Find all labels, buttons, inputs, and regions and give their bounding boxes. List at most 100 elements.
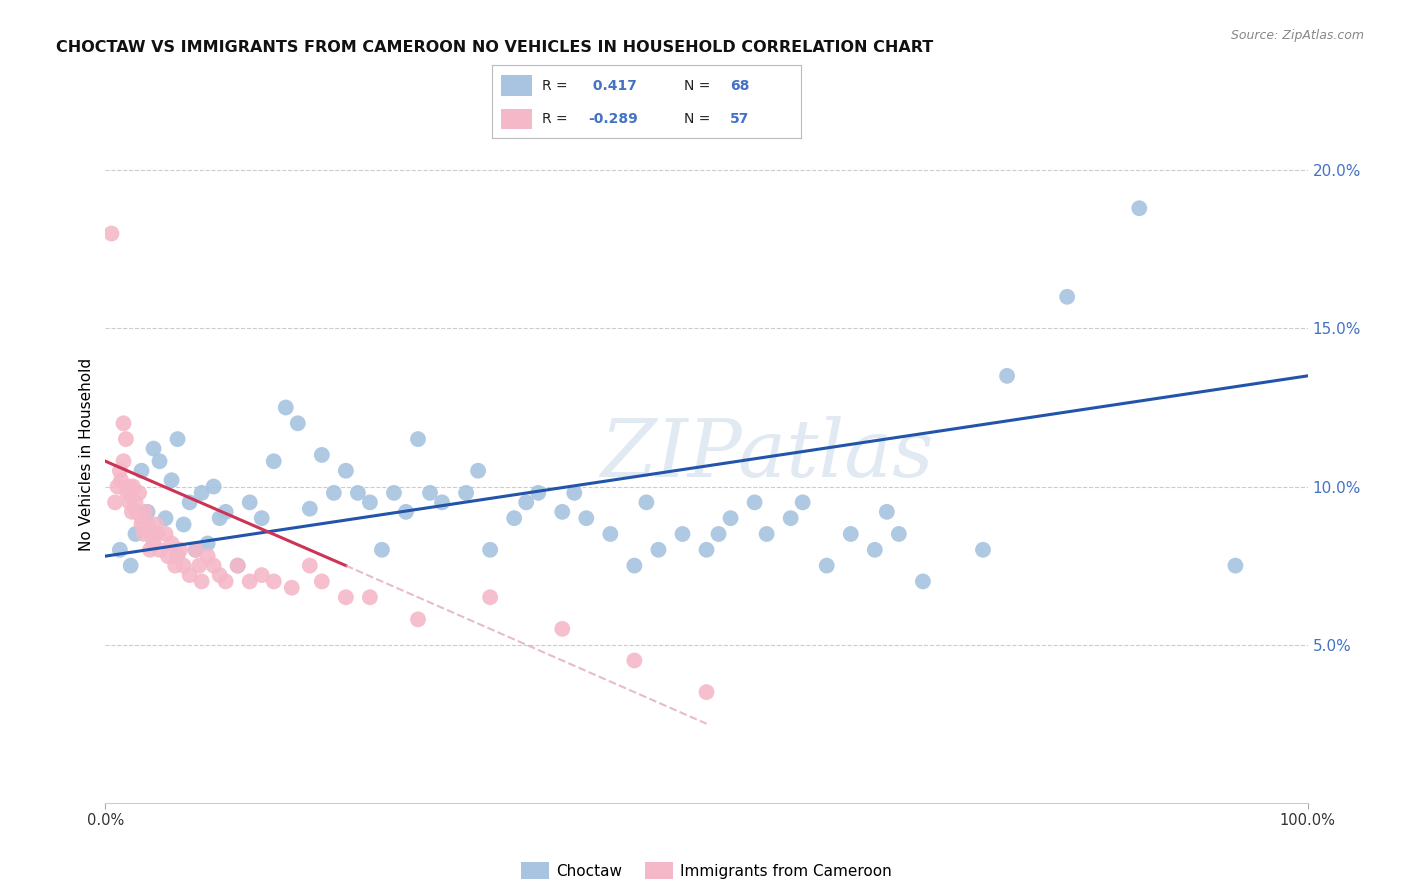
Point	[190, 486, 212, 500]
Point	[696, 542, 718, 557]
Point	[347, 486, 370, 500]
Bar	[502, 75, 533, 95]
Point	[121, 505, 143, 519]
Text: ZIPatlas: ZIPatlas	[600, 417, 934, 493]
Point	[208, 568, 231, 582]
Point	[298, 501, 321, 516]
Text: R =: R =	[541, 112, 567, 127]
Point	[250, 568, 273, 582]
Point	[184, 542, 207, 557]
Point	[146, 527, 169, 541]
Legend: Choctaw, Immigrants from Cameroon: Choctaw, Immigrants from Cameroon	[515, 855, 898, 886]
Point	[108, 542, 131, 557]
Point	[815, 558, 838, 573]
Point	[169, 542, 191, 557]
Point	[281, 581, 304, 595]
Point	[107, 479, 129, 493]
Point	[214, 574, 236, 589]
Point	[115, 432, 138, 446]
Point	[125, 505, 148, 519]
Point	[112, 417, 135, 431]
Point	[142, 536, 165, 550]
Point	[166, 549, 188, 563]
Text: N =: N =	[683, 112, 710, 127]
Point	[131, 464, 153, 478]
Point	[226, 558, 249, 573]
Point	[173, 517, 195, 532]
Point	[179, 495, 201, 509]
Point	[359, 495, 381, 509]
Point	[359, 591, 381, 605]
Point	[148, 454, 170, 468]
Point	[551, 622, 574, 636]
Point	[165, 558, 187, 573]
Text: 68: 68	[730, 78, 749, 93]
Point	[335, 591, 357, 605]
Point	[311, 574, 333, 589]
Point	[527, 486, 550, 500]
Text: CHOCTAW VS IMMIGRANTS FROM CAMEROON NO VEHICLES IN HOUSEHOLD CORRELATION CHART: CHOCTAW VS IMMIGRANTS FROM CAMEROON NO V…	[56, 40, 934, 55]
Point	[202, 558, 225, 573]
Point	[134, 505, 156, 519]
Point	[108, 464, 131, 478]
Point	[779, 511, 801, 525]
Text: N =: N =	[683, 78, 710, 93]
Point	[503, 511, 526, 525]
Point	[124, 527, 146, 541]
Point	[148, 542, 170, 557]
Point	[112, 454, 135, 468]
Point	[755, 527, 778, 541]
Point	[131, 511, 153, 525]
Point	[1128, 201, 1150, 215]
Point	[239, 495, 262, 509]
Point	[623, 653, 645, 667]
Point	[128, 486, 150, 500]
Text: R =: R =	[541, 78, 567, 93]
Point	[202, 479, 225, 493]
Text: 0.417: 0.417	[588, 78, 637, 93]
Point	[311, 448, 333, 462]
Point	[263, 454, 285, 468]
Point	[467, 464, 489, 478]
Point	[863, 542, 886, 557]
Point	[190, 574, 212, 589]
Bar	[502, 109, 533, 129]
Point	[430, 495, 453, 509]
Point	[623, 558, 645, 573]
Point	[671, 527, 693, 541]
Point	[322, 486, 344, 500]
Point	[173, 558, 195, 573]
Point	[696, 685, 718, 699]
Point	[479, 591, 502, 605]
Point	[120, 486, 142, 500]
Point	[647, 542, 669, 557]
Point	[100, 227, 122, 241]
Point	[226, 558, 249, 573]
Point	[382, 486, 405, 500]
Point	[110, 473, 132, 487]
Point	[839, 527, 862, 541]
Point	[298, 558, 321, 573]
Point	[562, 486, 585, 500]
Point	[1056, 290, 1078, 304]
Point	[720, 511, 742, 525]
Y-axis label: No Vehicles in Household: No Vehicles in Household	[79, 359, 94, 551]
Text: -0.289: -0.289	[588, 112, 638, 127]
Point	[876, 505, 898, 519]
Point	[395, 505, 418, 519]
Point	[139, 527, 162, 541]
Point	[972, 542, 994, 557]
Point	[887, 527, 910, 541]
Point	[995, 368, 1018, 383]
Text: 57: 57	[730, 112, 749, 127]
Point	[184, 542, 207, 557]
Point	[160, 536, 183, 550]
Point	[208, 511, 231, 525]
Point	[139, 542, 162, 557]
Point	[479, 542, 502, 557]
Point	[132, 527, 155, 541]
Point	[911, 574, 934, 589]
Point	[142, 442, 165, 456]
Point	[239, 574, 262, 589]
Point	[406, 432, 429, 446]
